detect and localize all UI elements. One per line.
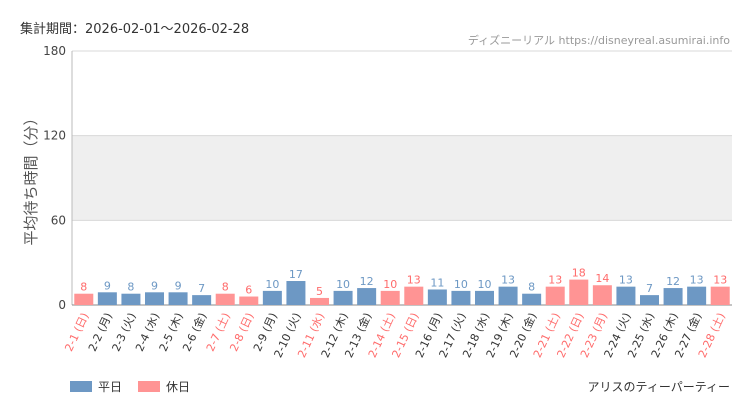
value-label: 13 [619,274,633,287]
value-label: 18 [572,267,586,280]
y-tick-label: 60 [51,213,66,227]
bar [97,292,117,305]
bar [380,290,400,305]
bar [239,296,259,305]
y-axis-ticks: 0 60 120 180 [43,44,66,312]
bar [121,293,141,305]
value-label: 8 [80,281,87,294]
value-label: 9 [104,279,111,292]
bar [357,288,377,305]
bar [310,297,329,305]
value-label: 7 [198,282,205,295]
bar [404,286,424,305]
legend: 平日 休日 [70,378,190,395]
attraction-name: アリスのティーパーティー [587,380,730,394]
bar [215,293,235,305]
bar [545,286,565,305]
bar [592,285,612,305]
grid [71,50,732,306]
value-label: 10 [478,278,492,291]
aggregation-period: 集計期間：2026-02-01～2026-02-28 [20,22,250,37]
value-label: 5 [316,285,323,298]
bar [168,292,188,305]
value-label: 10 [454,278,468,291]
bars [74,279,730,305]
bar [498,286,518,305]
bar [333,290,353,305]
value-label: 13 [407,274,421,287]
holiday-swatch [138,381,161,392]
value-label: 14 [595,272,609,285]
bar [687,286,707,305]
y-axis-title: 平均待ち時間（分） [22,110,40,245]
bar [663,288,683,305]
bar [569,279,589,305]
x-axis-ticks: 2-1 (日)2-2 (月)2-3 (火)2-4 (水)2-5 (木)2-6 (… [62,310,728,359]
value-label: 10 [383,278,397,291]
value-label: 8 [528,281,535,294]
y-tick-label: 180 [43,44,66,58]
legend-label-holiday: 休日 [166,380,191,394]
y-tick-label: 0 [58,298,66,312]
value-label: 6 [245,284,252,297]
value-label: 7 [646,282,653,295]
value-label: 10 [265,278,279,291]
value-label: 13 [548,274,562,287]
value-label: 9 [175,279,182,292]
value-label: 13 [501,274,515,287]
bar [640,295,659,305]
value-label: 12 [360,275,374,288]
value-label: 8 [222,281,229,294]
y-tick-label: 120 [43,129,66,143]
bar [74,293,94,305]
value-label: 9 [151,279,158,292]
bar [145,292,164,305]
bar [451,290,471,305]
weekday-swatch [70,381,92,392]
value-label: 17 [289,268,303,281]
shaded-band [72,135,732,221]
value-label: 13 [690,274,704,287]
legend-item-weekday: 平日 [70,378,122,395]
value-label: 12 [666,275,680,288]
value-label: 11 [430,276,444,289]
value-label: 13 [713,274,727,287]
bar [192,295,212,305]
bar [427,289,447,305]
value-label: 8 [127,281,134,294]
bar [616,286,636,305]
legend-label-weekday: 平日 [98,380,123,394]
legend-item-holiday: 休日 [138,378,190,395]
bar [475,290,494,305]
bar [710,286,730,305]
bar [522,293,542,305]
bar [262,290,282,305]
bar [286,281,306,305]
site-credit: ディズニーリアル https://disneyreal.asumirai.inf… [467,34,730,47]
value-label: 10 [336,278,350,291]
